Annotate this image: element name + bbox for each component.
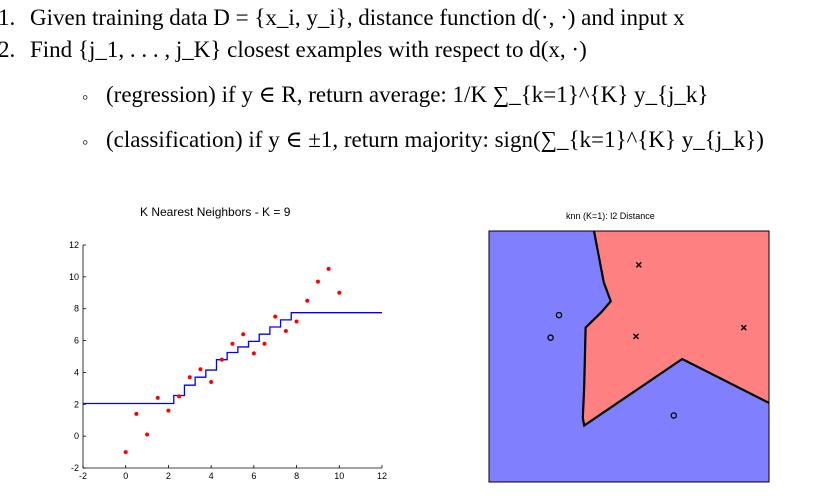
data-point xyxy=(209,379,214,384)
x-tick-label: 0 xyxy=(123,471,128,481)
y-tick-label: 2 xyxy=(74,399,79,409)
data-point xyxy=(294,319,299,324)
x-marker-stroke xyxy=(635,261,642,268)
x-tick-label: 10 xyxy=(334,471,344,481)
x-tick-label: 12 xyxy=(377,471,387,481)
class-x-point xyxy=(635,261,642,268)
data-point xyxy=(241,332,246,337)
bullet-dot-2: ◦ xyxy=(82,132,89,152)
bullet-dot-1: ◦ xyxy=(82,87,89,107)
y-tick-label: 12 xyxy=(69,240,79,250)
data-point xyxy=(123,450,128,455)
x-marker-stroke xyxy=(633,333,639,340)
classification-text: (classification) if y ∈ ±1, return major… xyxy=(106,127,764,152)
y-tick-label: 4 xyxy=(74,367,79,377)
data-point xyxy=(134,411,139,416)
data-point xyxy=(219,357,224,362)
data-point xyxy=(251,351,256,356)
data-point xyxy=(177,394,182,399)
x-tick-label: 6 xyxy=(251,471,256,481)
data-point xyxy=(262,341,267,346)
y-tick-label: 10 xyxy=(69,272,79,282)
blue-region xyxy=(489,231,769,482)
x-marker-stroke xyxy=(740,324,747,331)
plot-frame xyxy=(488,230,770,483)
y-tick-label: 0 xyxy=(74,431,79,441)
data-point xyxy=(283,329,288,334)
step-1-text: Given training data D = {x_i, y_i}, dist… xyxy=(30,5,685,30)
red-region xyxy=(582,231,769,426)
x-tick-label: 4 xyxy=(209,471,214,481)
data-point xyxy=(315,279,320,284)
class-o-point xyxy=(547,334,554,341)
class-o-point xyxy=(670,412,678,419)
class-o-point xyxy=(555,311,563,319)
x-tick-label: 8 xyxy=(294,471,299,481)
data-point xyxy=(145,432,150,437)
knn-step-prediction-line xyxy=(83,312,382,405)
regression-text: (regression) if y ∈ R, return average: 1… xyxy=(106,82,709,107)
x-marker-stroke xyxy=(633,333,639,340)
data-point xyxy=(187,375,192,380)
x-tick-label: 2 xyxy=(166,471,171,481)
step-2-text: Find {j_1, . . . , j_K} closest examples… xyxy=(30,37,587,62)
data-point xyxy=(166,408,171,413)
classification-plot-title: knn (K=1): l2 Distance xyxy=(566,211,655,221)
y-tick-label: -2 xyxy=(71,463,79,473)
regression-plot-title: K Nearest Neighbors - K = 9 xyxy=(140,205,291,219)
data-point xyxy=(230,341,235,346)
data-point xyxy=(337,290,342,295)
step-1-number: 1. xyxy=(0,5,16,30)
x-tick-label: -2 xyxy=(79,471,87,481)
y-tick-label: 6 xyxy=(74,336,79,346)
x-marker-stroke xyxy=(740,324,747,331)
class-x-point xyxy=(633,333,639,340)
data-point xyxy=(326,266,331,271)
data-point xyxy=(273,314,278,319)
step-2-number: 2. xyxy=(0,37,16,62)
data-point xyxy=(198,367,203,372)
y-tick-label: 8 xyxy=(74,304,79,314)
x-marker-stroke xyxy=(635,261,642,268)
data-point xyxy=(155,395,160,400)
class-x-point xyxy=(740,324,747,331)
data-point xyxy=(305,298,310,303)
decision-boundary xyxy=(581,230,770,428)
